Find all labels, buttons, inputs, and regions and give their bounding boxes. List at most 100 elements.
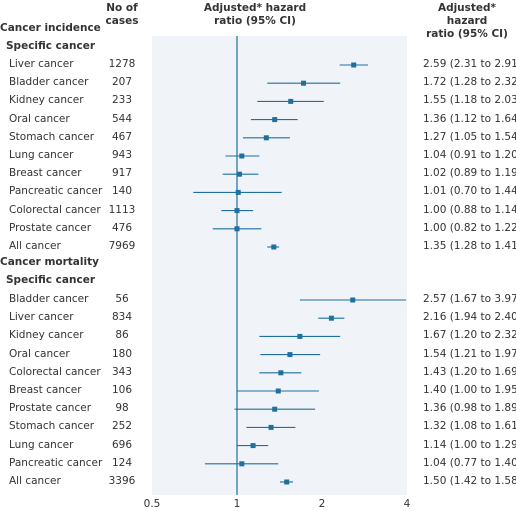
row-cases: 476 (111, 221, 133, 234)
row-ci-text: 1.40 (1.00 to 1.95) (423, 384, 516, 396)
hr-point (234, 208, 240, 214)
row-ci-text: 1.02 (0.89 to 1.19) (423, 167, 516, 180)
row-ci-text: 2.16 (1.94 to 2.40) (423, 311, 516, 324)
row-cases: 3396 (108, 475, 136, 487)
hr-point (297, 333, 303, 339)
x-tick-label: 0.5 (143, 498, 161, 510)
hr-point (301, 80, 307, 86)
hr-point (278, 370, 284, 376)
hr-point (250, 443, 256, 449)
hr-point (271, 244, 277, 250)
row-label: Breast cancer (9, 167, 82, 180)
hr-header-line1: Adjusted* hazard (203, 2, 307, 14)
row-ci-text: 1.55 (1.18 to 2.03) (423, 94, 516, 107)
row-label: Stomach cancer (9, 130, 95, 143)
row-cases: 233 (111, 94, 133, 107)
row-label: Lung cancer (9, 438, 74, 451)
x-tick-label: 4 (403, 498, 411, 510)
row-label: Oral cancer (9, 347, 70, 360)
row-ci-text: 1.00 (0.88 to 1.14) (423, 203, 516, 216)
row-ci-text: 2.59 (2.31 to 2.91) (423, 58, 516, 70)
section-title: Cancer mortality (0, 256, 99, 268)
row-cases: 207 (111, 76, 133, 89)
row-ci-text: 1.01 (0.70 to 1.44) (423, 185, 516, 198)
hr-point (234, 226, 240, 232)
row-cases: 544 (111, 112, 133, 125)
row-cases: 834 (111, 311, 133, 324)
row-cases: 696 (111, 438, 133, 451)
row-cases: 943 (111, 149, 133, 161)
row-ci-text: 1.32 (1.08 to 1.61) (423, 420, 516, 433)
cases-header-line2: cases (105, 15, 139, 27)
cases-header-line1: No of (106, 2, 138, 14)
row-cases: 917 (111, 167, 133, 180)
row-cases: 252 (111, 420, 133, 433)
row-cases: 98 (115, 402, 129, 415)
row-label: All cancer (9, 475, 61, 487)
row-label: Prostate cancer (9, 221, 92, 234)
row-ci-text: 1.72 (1.28 to 2.32) (423, 76, 516, 89)
section-title: Cancer incidence (0, 22, 101, 34)
row-label: Lung cancer (9, 149, 74, 161)
row-label: Bladder cancer (9, 293, 89, 305)
row-label: Bladder cancer (9, 76, 89, 89)
hr-point (272, 406, 278, 412)
hr-point (284, 479, 290, 485)
hr-point (350, 297, 356, 303)
row-cases: 124 (111, 456, 133, 469)
ci-header-line2: ratio (95% CI) (426, 28, 508, 40)
hr-header: Adjusted* hazard ratio (95% CI) (200, 2, 310, 28)
row-cases: 343 (111, 365, 133, 378)
row-label: Pancreatic cancer (9, 456, 103, 469)
hr-point (275, 388, 281, 394)
section-subtitle: Specific cancer (6, 274, 95, 286)
row-ci-text: 1.14 (1.00 to 1.29) (423, 438, 516, 451)
row-label: Colorectal cancer (9, 365, 101, 378)
row-label: Colorectal cancer (9, 203, 101, 216)
row-label: Kidney cancer (9, 94, 84, 107)
row-ci-text: 1.04 (0.77 to 1.40) (423, 456, 516, 469)
row-ci-text: 1.27 (1.05 to 1.54) (423, 130, 516, 143)
row-ci-text: 1.36 (0.98 to 1.89) (423, 402, 516, 415)
row-cases: 106 (111, 384, 133, 396)
row-label: Kidney cancer (9, 329, 84, 342)
hr-point (263, 135, 269, 141)
row-label: Oral cancer (9, 112, 70, 125)
row-cases: 56 (115, 293, 129, 305)
plot-panel (152, 36, 407, 495)
hr-point (235, 189, 241, 195)
row-cases: 1278 (108, 58, 136, 70)
hr-point (268, 424, 274, 430)
row-ci-text: 1.43 (1.20 to 1.69) (423, 365, 516, 378)
row-ci-text: 1.04 (0.91 to 1.20) (423, 149, 516, 161)
hr-header-line2: ratio (95% CI) (214, 15, 296, 27)
hr-point (288, 98, 294, 104)
row-cases: 140 (111, 185, 133, 198)
row-label: Pancreatic cancer (9, 185, 103, 198)
section-subtitle: Specific cancer (6, 40, 95, 52)
row-cases: 7969 (108, 240, 136, 252)
row-label: Prostate cancer (9, 402, 92, 415)
hr-point (287, 352, 293, 358)
row-ci-text: 1.50 (1.42 to 1.58) (423, 475, 516, 487)
hr-point (328, 315, 334, 321)
ci-header: Adjusted* hazard ratio (95% CI) (418, 2, 516, 41)
ci-header-line1: Adjusted* hazard (437, 2, 497, 27)
hr-point (236, 171, 242, 177)
hr-point (351, 62, 357, 68)
x-tick-label: 2 (318, 498, 326, 510)
row-ci-text: 1.36 (1.12 to 1.64) (423, 112, 516, 125)
cases-header: No of cases (100, 2, 144, 28)
row-ci-text: 2.57 (1.67 to 3.97) (423, 293, 516, 305)
row-label: Liver cancer (9, 311, 74, 324)
hr-point (239, 461, 245, 467)
row-label: Stomach cancer (9, 420, 95, 433)
row-label: Liver cancer (9, 58, 74, 70)
row-cases: 1113 (108, 203, 136, 216)
x-tick-label: 1 (233, 498, 241, 510)
row-ci-text: 1.67 (1.20 to 2.32) (423, 329, 516, 342)
row-label: Breast cancer (9, 384, 82, 396)
row-ci-text: 1.00 (0.82 to 1.22) (423, 221, 516, 234)
row-cases: 180 (111, 347, 133, 360)
